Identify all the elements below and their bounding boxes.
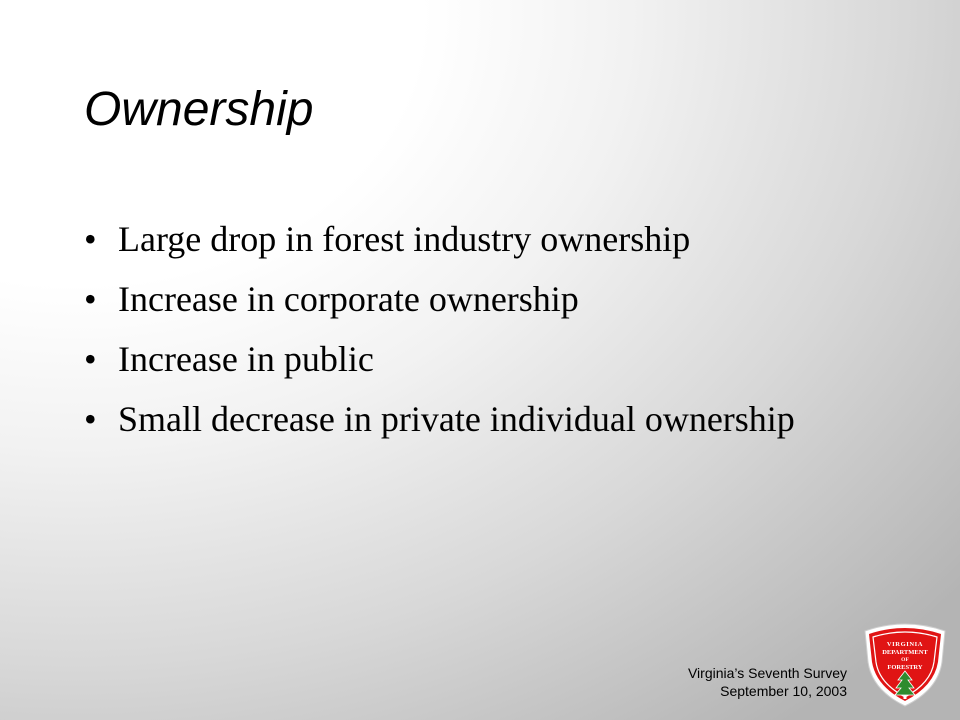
footer-survey-name: Virginia’s Seventh Survey: [687, 665, 847, 681]
bullet-dot: •: [84, 339, 97, 379]
logo-text: VIRGINIA: [887, 641, 923, 648]
logo-text: FORESTRY: [887, 664, 922, 671]
logo-text: OF: [901, 657, 909, 663]
bullet-text: Large drop in forest industry ownership: [118, 219, 691, 259]
bullet-item: • Increase in public: [84, 336, 864, 382]
bullet-item: • Increase in corporate ownership: [84, 276, 864, 322]
footer: Virginia’s Seventh Survey September 10, …: [688, 664, 847, 700]
bullet-item: • Large drop in forest industry ownershi…: [84, 216, 864, 262]
bullet-dot: •: [84, 279, 97, 319]
bullet-text: Increase in corporate ownership: [118, 279, 579, 319]
slide-title: Ownership: [84, 83, 314, 136]
forestry-department-logo: VIRGINIA DEPARTMENT OF FORESTRY: [864, 623, 946, 707]
bullet-text: Small decrease in private individual own…: [118, 399, 795, 439]
footer-date: September 10, 2003: [720, 683, 847, 699]
bullet-list: • Large drop in forest industry ownershi…: [84, 216, 864, 456]
logo-text: DEPARTMENT: [882, 649, 928, 656]
bullet-item: • Small decrease in private individual o…: [84, 396, 864, 442]
bullet-dot: •: [84, 219, 97, 259]
bullet-text: Increase in public: [118, 339, 374, 379]
bullet-dot: •: [84, 399, 97, 439]
shield-icon: [869, 628, 941, 701]
pine-tree-icon: [894, 670, 916, 699]
